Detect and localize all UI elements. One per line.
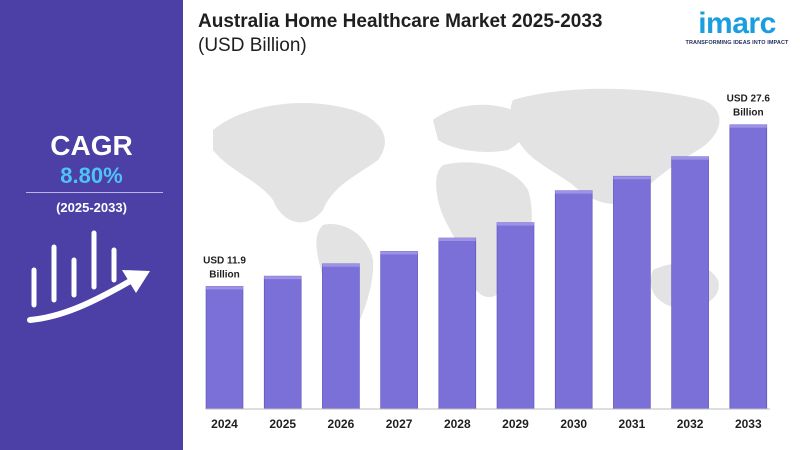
x-tick-2032: 2032 (677, 417, 704, 431)
bar-top-2025 (264, 276, 302, 280)
bar-top-2032 (671, 156, 709, 160)
cagr-value: 8.80% (60, 163, 123, 188)
bar-top-2027 (380, 251, 418, 255)
bar-2025 (263, 275, 302, 410)
cagr-panel: CAGR 8.80% (2025-2033) (0, 0, 183, 450)
cagr-period: (2025-2033) (56, 200, 127, 215)
bar-top-2033 (729, 124, 767, 128)
x-tick-2024: 2024 (211, 417, 238, 431)
data-label-2033-line2: Billion (733, 108, 764, 119)
bar-top-2024 (206, 286, 243, 290)
chart-title: Australia Home Healthcare Market 2025-20… (198, 10, 602, 58)
x-tick-2025: 2025 (269, 417, 296, 431)
bar-2026 (322, 263, 360, 410)
bar-top-2029 (497, 222, 534, 226)
chart-title-text: Australia Home Healthcare Market 2025-20… (198, 11, 603, 32)
bar-2033 (729, 124, 768, 410)
bar-top-2028 (438, 238, 476, 242)
x-tick-2033: 2033 (735, 417, 762, 431)
bar-2027 (380, 251, 418, 410)
chart-subtitle: (USD Billion) (198, 35, 307, 56)
data-label-2024-line2: Billion (209, 269, 240, 280)
imarc-logo: imarc TRANSFORMING IDEAS INTO IMPACT (682, 7, 792, 47)
data-labels: USD 11.9 Billion USD 27.6 Billion (203, 94, 770, 281)
bar-2029 (496, 222, 535, 410)
logo-wordmark: imarc (698, 7, 776, 40)
bar-2031 (613, 175, 651, 410)
bar-2030 (554, 190, 593, 410)
x-tick-2028: 2028 (444, 417, 471, 431)
bar-top-2031 (613, 176, 651, 180)
x-tick-2031: 2031 (619, 417, 646, 431)
bar-top-2026 (322, 263, 360, 267)
cagr-divider (26, 192, 163, 193)
logo-tagline: TRANSFORMING IDEAS INTO IMPACT (685, 40, 789, 46)
bar-2024 (205, 286, 244, 410)
x-tick-2029: 2029 (502, 417, 529, 431)
x-tick-2030: 2030 (560, 417, 587, 431)
bar-2028 (438, 237, 477, 410)
x-tick-2027: 2027 (386, 417, 413, 431)
bars (205, 124, 768, 410)
data-label-2033-line1: USD 27.6 (727, 94, 771, 105)
x-axis-ticks: 2024 2025 2026 2027 2028 2029 2030 2031 2032 2033 (211, 417, 762, 431)
bar-2032 (671, 156, 709, 410)
bar-top-2030 (555, 190, 593, 194)
data-label-2024-line1: USD 11.9 (203, 255, 246, 266)
x-tick-2026: 2026 (328, 417, 355, 431)
cagr-label: CAGR (50, 130, 133, 161)
growth-chart-icon (27, 230, 150, 323)
